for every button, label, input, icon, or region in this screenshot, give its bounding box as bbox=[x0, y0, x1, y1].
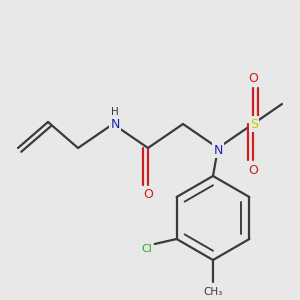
Text: O: O bbox=[248, 164, 258, 176]
Text: O: O bbox=[248, 71, 258, 85]
Text: CH₃: CH₃ bbox=[203, 287, 223, 297]
Text: H: H bbox=[111, 107, 119, 117]
Text: Cl: Cl bbox=[141, 244, 152, 254]
Text: N: N bbox=[110, 118, 120, 131]
Text: O: O bbox=[143, 188, 153, 202]
Text: N: N bbox=[213, 143, 223, 157]
Text: S: S bbox=[250, 118, 258, 130]
